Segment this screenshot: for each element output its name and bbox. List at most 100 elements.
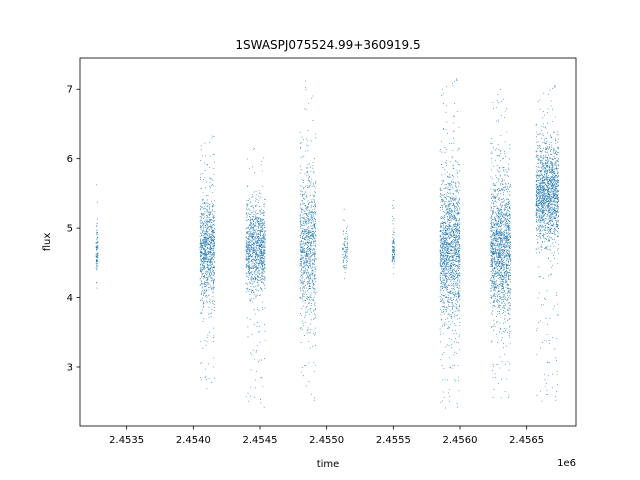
data-point xyxy=(260,235,261,237)
data-point xyxy=(256,309,258,311)
data-point xyxy=(439,259,441,261)
data-point xyxy=(249,247,250,248)
data-point xyxy=(204,222,206,224)
data-point xyxy=(449,269,451,271)
data-point xyxy=(260,229,262,231)
data-point xyxy=(199,267,201,269)
data-point xyxy=(459,245,460,247)
data-point xyxy=(443,313,445,315)
data-point xyxy=(300,243,302,245)
data-point xyxy=(259,295,261,296)
data-point xyxy=(264,227,266,229)
data-point xyxy=(248,245,250,247)
data-point xyxy=(393,218,395,220)
data-point xyxy=(345,262,347,264)
data-point xyxy=(205,221,207,223)
data-point xyxy=(312,310,314,312)
data-point xyxy=(210,254,212,256)
data-point xyxy=(446,275,448,277)
data-point xyxy=(440,298,441,300)
data-point xyxy=(257,271,259,273)
data-point xyxy=(503,219,505,221)
data-point xyxy=(256,289,258,291)
data-point xyxy=(315,228,317,230)
data-point xyxy=(209,275,211,277)
data-point xyxy=(299,131,301,133)
data-point xyxy=(392,230,394,232)
data-point xyxy=(452,269,454,271)
data-point xyxy=(447,191,448,193)
data-point xyxy=(206,229,208,230)
data-point xyxy=(262,228,264,230)
data-point xyxy=(449,275,451,277)
data-point xyxy=(447,243,449,245)
data-point xyxy=(458,197,460,199)
data-point xyxy=(310,272,312,274)
data-point xyxy=(304,205,306,207)
data-point xyxy=(96,242,98,244)
data-point xyxy=(205,208,207,210)
data-point xyxy=(344,237,346,239)
data-point xyxy=(307,281,309,282)
data-point xyxy=(202,254,204,256)
data-point xyxy=(202,300,204,302)
data-point xyxy=(301,254,303,256)
data-point xyxy=(204,276,205,278)
data-point xyxy=(441,205,443,206)
data-point xyxy=(260,238,262,240)
data-point xyxy=(252,266,254,268)
data-point xyxy=(442,306,444,308)
data-point xyxy=(446,243,447,245)
data-point xyxy=(201,203,203,204)
data-point xyxy=(449,197,451,199)
data-point xyxy=(393,238,395,240)
data-point xyxy=(439,273,441,275)
data-point xyxy=(207,199,208,201)
data-point xyxy=(307,217,309,219)
data-point xyxy=(248,233,250,235)
data-point xyxy=(452,271,454,273)
data-point xyxy=(509,147,511,149)
data-point xyxy=(447,232,449,234)
data-point xyxy=(199,222,201,224)
data-point xyxy=(261,306,263,308)
data-point xyxy=(451,367,453,369)
data-point xyxy=(439,265,441,267)
data-point xyxy=(213,205,215,207)
data-point xyxy=(97,232,98,233)
data-point xyxy=(314,226,316,228)
data-point xyxy=(443,300,445,302)
data-point xyxy=(458,283,460,285)
data-point xyxy=(256,247,258,249)
data-point xyxy=(313,296,315,298)
data-point xyxy=(211,241,213,243)
data-point xyxy=(447,253,449,254)
data-point xyxy=(96,256,98,258)
data-point xyxy=(445,231,447,233)
data-point xyxy=(393,257,395,258)
data-point xyxy=(443,245,445,247)
data-point xyxy=(448,265,450,267)
data-point xyxy=(254,223,256,225)
data-point xyxy=(450,248,452,250)
data-point xyxy=(458,284,460,286)
data-point xyxy=(263,250,264,252)
data-point xyxy=(206,281,208,283)
data-point xyxy=(258,259,260,261)
data-point xyxy=(455,256,457,257)
data-point xyxy=(200,241,202,243)
data-point xyxy=(257,262,258,264)
data-point xyxy=(212,249,214,251)
data-point xyxy=(452,292,453,294)
data-point xyxy=(459,279,461,281)
data-point xyxy=(498,217,500,219)
data-point xyxy=(314,194,316,196)
data-point xyxy=(306,261,308,262)
data-point xyxy=(208,253,209,255)
data-point xyxy=(492,265,494,267)
data-point xyxy=(263,252,265,254)
data-point xyxy=(456,79,458,81)
data-point xyxy=(204,251,206,253)
data-point xyxy=(450,228,452,230)
data-point xyxy=(306,227,308,229)
